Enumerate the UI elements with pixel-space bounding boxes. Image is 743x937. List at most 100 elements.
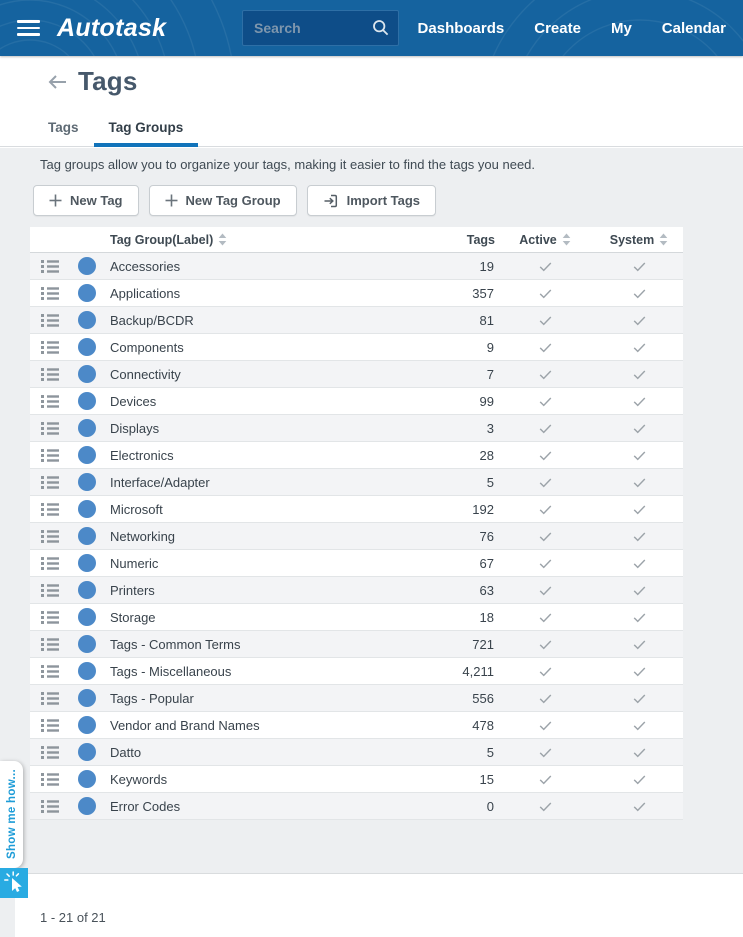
row-list-icon[interactable] bbox=[30, 583, 70, 598]
page-title: Tags bbox=[78, 66, 138, 96]
row-list-icon[interactable] bbox=[30, 529, 70, 544]
row-list-icon[interactable] bbox=[30, 502, 70, 517]
column-header-tags: Tags bbox=[466, 232, 495, 247]
table-row[interactable]: Numeric 67 bbox=[30, 550, 683, 577]
search-icon[interactable] bbox=[372, 19, 390, 37]
table-row[interactable]: Vendor and Brand Names 478 bbox=[30, 712, 683, 739]
row-list-icon[interactable] bbox=[30, 799, 70, 814]
search-input[interactable] bbox=[254, 20, 372, 36]
tag-group-color-dot bbox=[78, 338, 96, 356]
new-tag-button[interactable]: New Tag bbox=[33, 185, 139, 216]
column-header-tag-group-label[interactable]: Tag Group(Label) bbox=[110, 233, 375, 247]
nav-item-my[interactable]: My bbox=[610, 19, 632, 37]
tag-group-label: Displays bbox=[110, 420, 160, 436]
table-row[interactable]: Applications 357 bbox=[30, 280, 683, 307]
active-cell bbox=[495, 771, 595, 788]
row-list-icon[interactable] bbox=[30, 340, 70, 355]
tags-count: 4,211 bbox=[462, 663, 494, 679]
page-description: Tag groups allow you to organize your ta… bbox=[40, 157, 536, 172]
top-navbar: Autotask Dashboards Create My Calendar bbox=[0, 0, 743, 56]
row-list-icon[interactable] bbox=[30, 394, 70, 409]
table-row[interactable]: Interface/Adapter 5 bbox=[30, 469, 683, 496]
system-cell bbox=[595, 690, 683, 707]
row-list-icon[interactable] bbox=[30, 772, 70, 787]
autotask-logo[interactable]: Autotask bbox=[57, 13, 167, 42]
tag-group-label: Interface/Adapter bbox=[110, 474, 210, 490]
tag-group-label: Microsoft bbox=[110, 501, 163, 517]
column-header-system[interactable]: System bbox=[595, 233, 683, 247]
show-me-how-tab[interactable]: Show me how... bbox=[0, 761, 23, 868]
plus-icon bbox=[165, 194, 178, 207]
check-icon bbox=[633, 666, 645, 676]
table-row[interactable]: Error Codes 0 bbox=[30, 793, 683, 820]
nav-item-dashboards[interactable]: Dashboards bbox=[417, 19, 505, 37]
check-icon bbox=[539, 396, 551, 406]
system-cell bbox=[595, 258, 683, 275]
table-row[interactable]: Electronics 28 bbox=[30, 442, 683, 469]
new-tag-group-button[interactable]: New Tag Group bbox=[148, 185, 297, 216]
nav-item-create[interactable]: Create bbox=[534, 19, 581, 37]
back-arrow-icon[interactable] bbox=[46, 72, 68, 92]
table-row[interactable]: Datto 5 bbox=[30, 739, 683, 766]
menu-hamburger-icon[interactable] bbox=[17, 20, 40, 36]
check-icon bbox=[539, 342, 551, 352]
tag-group-label: Components bbox=[110, 339, 184, 355]
table-row[interactable]: Tags - Common Terms 721 bbox=[30, 631, 683, 658]
table-row[interactable]: Tags - Popular 556 bbox=[30, 685, 683, 712]
row-list-icon[interactable] bbox=[30, 313, 70, 328]
button-label: Import Tags bbox=[346, 193, 421, 208]
row-list-icon[interactable] bbox=[30, 448, 70, 463]
tag-group-label: Storage bbox=[110, 609, 156, 625]
system-cell bbox=[595, 771, 683, 788]
row-list-icon[interactable] bbox=[30, 691, 70, 706]
sort-icon bbox=[218, 233, 227, 246]
table-row[interactable]: Connectivity 7 bbox=[30, 361, 683, 388]
content-area: Tag groups allow you to organize your ta… bbox=[0, 148, 743, 873]
row-list-icon[interactable] bbox=[30, 475, 70, 490]
row-list-icon[interactable] bbox=[30, 745, 70, 760]
row-list-icon[interactable] bbox=[30, 367, 70, 382]
show-me-how-cursor-icon[interactable] bbox=[0, 868, 28, 898]
table-row[interactable]: Microsoft 192 bbox=[30, 496, 683, 523]
row-list-icon[interactable] bbox=[30, 556, 70, 571]
toolbar: New Tag New Tag Group Import Tags bbox=[33, 185, 437, 216]
row-list-icon[interactable] bbox=[30, 610, 70, 625]
table-row[interactable]: Networking 76 bbox=[30, 523, 683, 550]
row-list-icon[interactable] bbox=[30, 718, 70, 733]
navbar-links: Dashboards Create My Calendar bbox=[418, 0, 726, 56]
column-header-active[interactable]: Active bbox=[495, 233, 595, 247]
row-list-icon[interactable] bbox=[30, 421, 70, 436]
row-list-icon[interactable] bbox=[30, 259, 70, 274]
table-row[interactable]: Displays 3 bbox=[30, 415, 683, 442]
tag-group-label: Networking bbox=[110, 528, 176, 544]
check-icon bbox=[633, 288, 645, 298]
check-icon bbox=[633, 477, 645, 487]
row-list-icon[interactable] bbox=[30, 664, 70, 679]
row-list-icon[interactable] bbox=[30, 286, 70, 301]
table-row[interactable]: Devices 99 bbox=[30, 388, 683, 415]
system-cell bbox=[595, 501, 683, 518]
check-icon bbox=[633, 801, 645, 811]
tag-group-color-dot bbox=[78, 419, 96, 437]
check-icon bbox=[633, 774, 645, 784]
system-cell bbox=[595, 366, 683, 383]
table-row[interactable]: Tags - Miscellaneous 4,211 bbox=[30, 658, 683, 685]
table-row[interactable]: Components 9 bbox=[30, 334, 683, 361]
row-list-icon[interactable] bbox=[30, 637, 70, 652]
check-icon bbox=[539, 261, 551, 271]
import-tags-button[interactable]: Import Tags bbox=[306, 185, 437, 216]
tab-tags[interactable]: Tags bbox=[48, 120, 79, 135]
table-row[interactable]: Keywords 15 bbox=[30, 766, 683, 793]
table-row[interactable]: Printers 63 bbox=[30, 577, 683, 604]
table-row[interactable]: Backup/BCDR 81 bbox=[30, 307, 683, 334]
check-icon bbox=[539, 639, 551, 649]
check-icon bbox=[633, 585, 645, 595]
check-icon bbox=[539, 477, 551, 487]
nav-item-calendar[interactable]: Calendar bbox=[661, 19, 726, 37]
tab-tag-groups[interactable]: Tag Groups bbox=[93, 111, 199, 147]
system-cell bbox=[595, 555, 683, 572]
tag-group-color-dot bbox=[78, 365, 96, 383]
table-row[interactable]: Storage 18 bbox=[30, 604, 683, 631]
active-cell bbox=[495, 258, 595, 275]
table-row[interactable]: Accessories 19 bbox=[30, 253, 683, 280]
